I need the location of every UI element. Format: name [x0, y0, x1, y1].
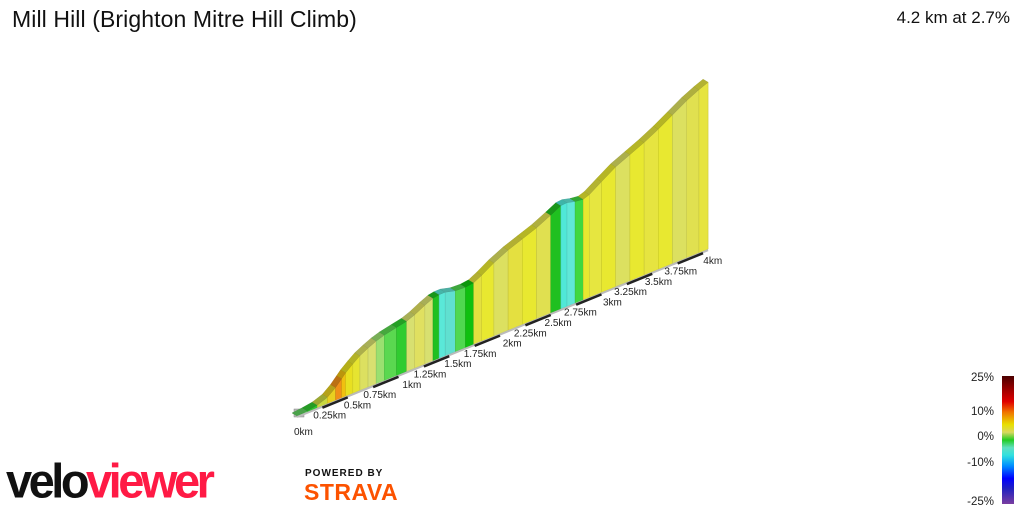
gradient-segment — [672, 99, 688, 264]
gradient-segment — [465, 282, 474, 348]
profile-top-edge — [291, 78, 709, 417]
gradient-segment — [589, 181, 602, 298]
gradient-segment — [582, 194, 590, 301]
gradient-segment — [375, 334, 385, 385]
distance-tick-label: 1km — [402, 380, 421, 391]
gradient-segment — [536, 214, 551, 320]
legend-label: 25% — [970, 372, 994, 384]
distance-tick-label: 0.25km — [313, 411, 346, 422]
distance-tick-label: 3.5km — [645, 277, 672, 288]
distance-tick-label: 1.5km — [444, 359, 471, 370]
gradient-segment — [698, 81, 709, 254]
gradient-segment — [643, 128, 659, 276]
gradient-segment — [444, 290, 456, 357]
logo-viewer: viewer — [86, 453, 215, 508]
distance-tick-label: 2km — [503, 339, 522, 350]
distance-tick-label: 0.75km — [363, 390, 396, 401]
gradient-colorbar — [1002, 376, 1014, 504]
gradient-segment — [522, 227, 537, 325]
distance-tick-label: 3km — [603, 297, 622, 308]
legend-label: -25% — [967, 496, 994, 508]
distance-tick-label: 3.25km — [614, 287, 647, 298]
gradient-segment — [574, 198, 584, 304]
gradient-segment — [493, 249, 509, 337]
gradient-segment — [396, 320, 407, 376]
page-title: Mill Hill (Brighton Mitre Hill Climb) — [12, 6, 357, 32]
gradient-segment — [550, 205, 562, 314]
gradient-segment — [629, 141, 645, 282]
gradient-segment — [384, 327, 397, 381]
gradient-segment — [432, 294, 440, 362]
gradient-segment — [507, 238, 523, 331]
legend-label: -10% — [967, 457, 994, 469]
logo-velo: velo — [6, 453, 90, 508]
legend-label: 10% — [970, 406, 994, 418]
gradient-segment — [367, 340, 377, 388]
strava-logo[interactable]: STRAVA — [304, 479, 399, 505]
gradient-segment — [424, 297, 434, 365]
veloviewer-logo[interactable]: veloviewer — [6, 452, 215, 509]
distance-tick-label: 3.75km — [664, 267, 697, 278]
distance-tick-label: 2.25km — [514, 328, 547, 339]
distance-tick-label: 2.5km — [545, 318, 572, 329]
distance-tick-label: 4km — [703, 256, 722, 267]
distance-tick-label: 0km — [294, 427, 313, 438]
gradient-legend: 25% 10% 0% -10% -25% — [962, 372, 1024, 512]
gradient-segment — [473, 274, 482, 345]
gradient-segment — [414, 304, 426, 369]
distance-tick-label: 1.75km — [464, 349, 497, 360]
powered-by-label: POWERED BY — [305, 468, 384, 479]
legend-label: 0% — [977, 431, 994, 443]
gradient-segment — [615, 154, 631, 288]
distance-tick-label: 2.75km — [564, 308, 597, 319]
gradient-segment — [566, 201, 576, 307]
gradient-segment — [686, 89, 700, 259]
distance-tick-label: 1.25km — [414, 370, 447, 381]
gradient-segment — [438, 291, 446, 359]
segment-summary: 4.2 km at 2.7% — [896, 8, 1010, 27]
gradient-segment — [455, 286, 466, 353]
gradient-segment — [406, 314, 415, 372]
distance-tick-label: 0.5km — [344, 400, 371, 411]
profile-walls — [293, 81, 709, 418]
gradient-segment — [481, 262, 495, 342]
gradient-segment — [658, 114, 673, 270]
segment-top — [693, 78, 709, 90]
gradient-segment — [560, 202, 568, 310]
gradient-segment — [601, 166, 616, 293]
